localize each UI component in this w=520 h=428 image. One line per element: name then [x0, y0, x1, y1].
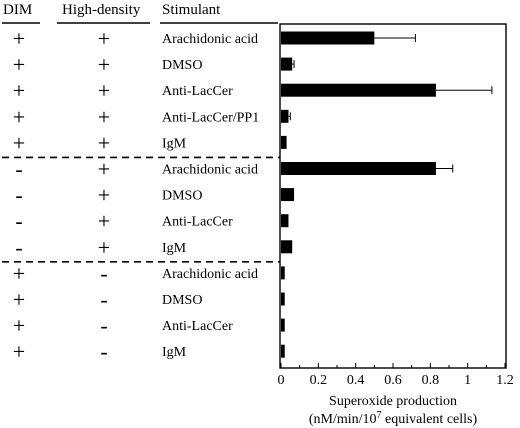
row-stimulant-label: Anti-LacCer	[162, 84, 233, 99]
row-stimulant-label: Anti-LacCer/PP1	[162, 110, 259, 125]
row-high-density-sign: +	[98, 104, 110, 129]
row-dim-sign: +	[13, 130, 25, 155]
header-stimulant: Stimulant	[162, 2, 221, 18]
bar	[281, 266, 285, 280]
row-stimulant-label: Anti-LacCer	[162, 215, 233, 230]
x-axis-label-prefix: (nM/min/10	[309, 412, 377, 427]
row-dim-sign: +	[13, 313, 25, 338]
bar	[281, 83, 436, 97]
row-stimulant-label: DMSO	[162, 58, 202, 73]
bar	[281, 292, 285, 306]
row-dim-sign: +	[13, 261, 25, 286]
table-rows: + + Arachidonic acid+ + DMSO+ + Anti-LacCer+ + A…	[13, 26, 259, 364]
row-dim-sign: +	[13, 78, 25, 103]
row-high-density-sign: +	[98, 183, 110, 208]
x-tick-label: 1	[464, 373, 471, 388]
row-stimulant-label: IgM	[162, 241, 187, 256]
row-high-density-sign: -	[100, 313, 107, 338]
x-tick-label: 1.2	[496, 373, 514, 388]
bar	[281, 318, 285, 332]
x-tick-label: 0.8	[422, 373, 440, 388]
row-high-density-sign: +	[98, 130, 110, 155]
row-dim-sign: +	[13, 52, 25, 77]
row-dim-sign: -	[15, 235, 22, 260]
row-stimulant-label: IgM	[162, 345, 187, 360]
plot-frame	[279, 23, 507, 369]
row-dim-sign: +	[13, 26, 25, 51]
row-stimulant-label: Arachidonic acid	[162, 267, 258, 282]
bar	[281, 109, 289, 123]
bar	[281, 240, 293, 254]
row-dim-sign: -	[15, 183, 22, 208]
row-dim-sign: +	[13, 339, 25, 364]
bar	[281, 135, 287, 149]
row-high-density-sign: +	[98, 157, 110, 182]
row-high-density-sign: +	[98, 235, 110, 260]
row-high-density-sign: +	[98, 26, 110, 51]
bar	[281, 162, 436, 175]
x-axis-label-suffix: equivalent cells)	[382, 412, 478, 427]
row-dim-sign: +	[13, 104, 25, 129]
row-stimulant-label: Arachidonic acid	[162, 32, 258, 47]
group-separators	[2, 156, 280, 263]
x-tick-label: 0	[278, 373, 285, 388]
row-stimulant-label: IgM	[162, 136, 187, 151]
row-stimulant-label: DMSO	[162, 293, 202, 308]
x-tick-label: 0.2	[310, 373, 328, 388]
row-high-density-sign: -	[100, 339, 107, 364]
row-high-density-sign: -	[100, 261, 107, 286]
x-axis-ticks: 0 0.2 0.4 0.6 0.8 1 1.2	[278, 363, 514, 388]
bar	[281, 214, 289, 228]
row-high-density-sign: -	[100, 287, 107, 312]
x-axis-label-sup: 7	[377, 410, 382, 421]
row-high-density-sign: +	[98, 78, 110, 103]
row-stimulant-label: Anti-LacCer	[162, 319, 233, 334]
bar	[281, 31, 375, 45]
x-axis-label-line1: Superoxide production	[329, 394, 457, 409]
bar	[281, 344, 285, 358]
row-high-density-sign: +	[98, 52, 110, 77]
row-stimulant-label: DMSO	[162, 189, 202, 204]
bar	[281, 57, 293, 71]
header-high-density: High-density	[62, 2, 141, 18]
row-high-density-sign: +	[98, 209, 110, 234]
bar	[281, 188, 295, 202]
row-dim-sign: -	[15, 209, 22, 234]
x-tick-label: 0.4	[347, 373, 365, 388]
row-dim-sign: +	[13, 287, 25, 312]
row-stimulant-label: Arachidonic acid	[162, 163, 258, 178]
x-tick-label: 0.6	[384, 373, 402, 388]
bars	[281, 31, 493, 358]
header-dim: DIM	[3, 2, 32, 18]
row-dim-sign: -	[15, 157, 22, 182]
x-axis-label-line2: (nM/min/107 equivalent cells)	[309, 410, 478, 427]
